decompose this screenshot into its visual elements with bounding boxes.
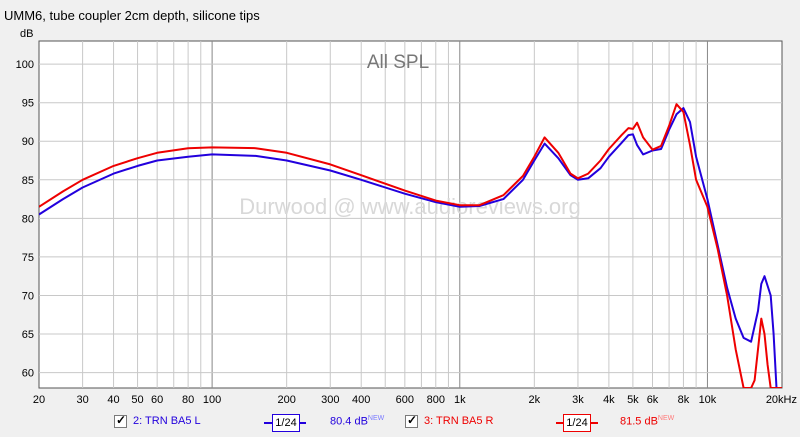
x-tick-label: 100 — [203, 394, 221, 406]
x-tick-label: 200 — [277, 394, 295, 406]
series-2-level: 81.5 dBNEW — [620, 415, 674, 428]
y-tick-label: 95 — [22, 98, 34, 110]
x-tick-label: 400 — [352, 394, 370, 406]
x-tick-label: 600 — [396, 394, 414, 406]
chart-window-title: UMM6, tube coupler 2cm depth, silicone t… — [4, 8, 260, 23]
y-tick-label: 85 — [22, 175, 34, 187]
series-1-level-value: 80.4 dB — [330, 415, 368, 428]
x-tick-label: 6k — [647, 394, 659, 406]
y-tick-label: 65 — [22, 329, 34, 341]
series-1-name: 2: TRN BA5 L — [133, 415, 201, 427]
series-1-smoothing-label: 1/24 — [275, 417, 297, 429]
grid-lines — [39, 41, 782, 388]
series-2-name: 3: TRN BA5 R — [424, 415, 494, 427]
y-tick-label: 60 — [22, 368, 34, 380]
series-1-smoothing-button[interactable]: 1/24 — [272, 414, 300, 432]
legend: 2: TRN BA5 L 1/24 80.4 dBNEW 3: TRN BA5 … — [0, 411, 800, 432]
series-line-1 — [39, 107, 782, 388]
x-tick-label: 3k — [572, 394, 584, 406]
x-tick-label: 20kHz — [766, 394, 797, 406]
x-tick-label: 30 — [76, 394, 88, 406]
x-tick-label: 300 — [321, 394, 339, 406]
series-1-level-badge: NEW — [367, 415, 385, 422]
x-tick-label: 5k — [627, 394, 639, 406]
x-tick-label: 8k — [678, 394, 690, 406]
chart-title: All SPL — [367, 52, 429, 73]
y-axis-ticks: 60 65 70 75 80 85 90 95 100 — [16, 59, 34, 379]
x-tick-label: 800 — [427, 394, 445, 406]
watermark: Durwood @ www.audioreviews.org — [239, 194, 580, 219]
series-1-checkbox[interactable] — [114, 413, 127, 428]
series-1-level: 80.4 dBNEW — [330, 415, 384, 428]
x-tick-label: 80 — [182, 394, 194, 406]
x-axis-ticks: 20 30 40 50 60 80 100 200 300 400 600 800 1k 2k 3k 4k 5k… — [33, 394, 797, 406]
series-2-level-value: 81.5 dB — [620, 415, 658, 428]
y-tick-label: 80 — [22, 213, 34, 225]
series-2-level-badge: NEW — [657, 415, 675, 422]
y-axis-label: dB — [20, 28, 33, 40]
series-lines — [39, 103, 782, 388]
y-tick-label: 100 — [16, 59, 34, 71]
x-tick-label: 4k — [603, 394, 615, 406]
x-tick-label: 1k — [454, 394, 466, 406]
x-tick-label: 10k — [699, 394, 717, 406]
x-tick-label: 40 — [107, 394, 119, 406]
series-2-checkbox[interactable] — [405, 413, 418, 428]
plot-area — [38, 40, 783, 389]
series-2-smoothing-label: 1/24 — [566, 417, 588, 429]
x-tick-label: 50 — [131, 394, 143, 406]
series-line-2 — [39, 103, 782, 388]
x-tick-label: 20 — [33, 394, 45, 406]
x-tick-label: 2k — [529, 394, 541, 406]
series-2-smoothing-button[interactable]: 1/24 — [563, 414, 591, 432]
y-tick-label: 90 — [22, 136, 34, 148]
y-tick-label: 75 — [22, 252, 34, 264]
x-tick-label: 60 — [151, 394, 163, 406]
y-tick-label: 70 — [22, 290, 34, 302]
